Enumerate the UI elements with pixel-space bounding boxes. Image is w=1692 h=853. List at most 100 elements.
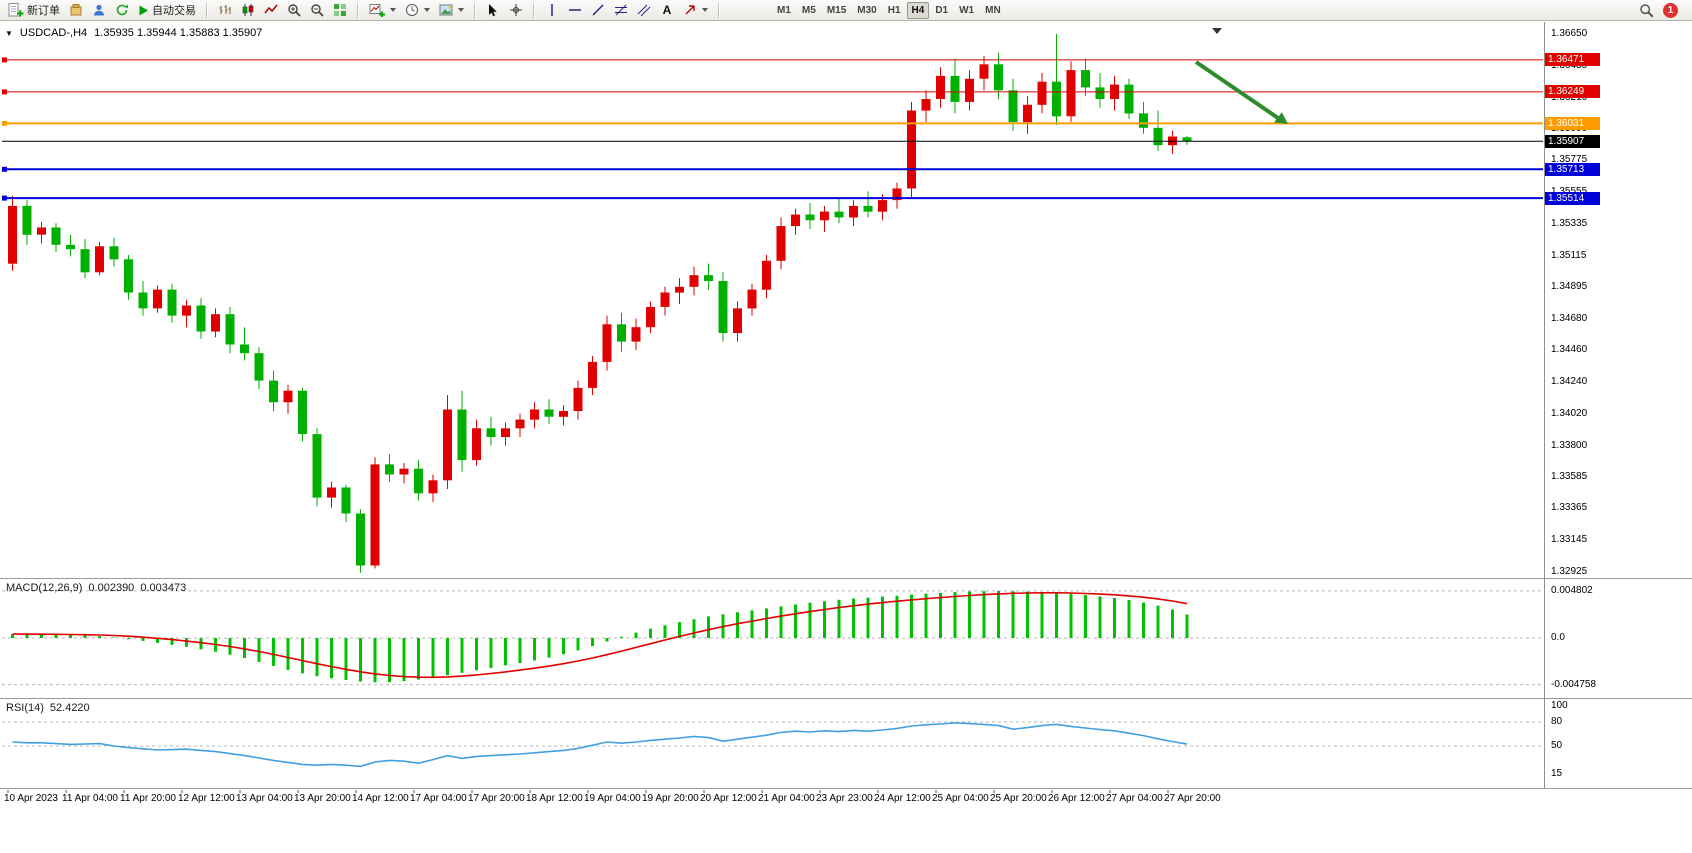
timeframe-button-m1[interactable]: M1 xyxy=(772,2,796,19)
hline-price-badge: 1.36249 xyxy=(1545,85,1600,99)
arrows-button[interactable] xyxy=(679,1,712,20)
chart-title: ▼ USDCAD-,H4 1.35935 1.35944 1.35883 1.3… xyxy=(5,27,262,39)
time-axis-label: 14 Apr 12:00 xyxy=(352,793,409,804)
search-button[interactable] xyxy=(1635,1,1658,20)
time-axis-label: 11 Apr 20:00 xyxy=(120,793,176,804)
timeframe-button-h1[interactable]: H1 xyxy=(883,2,906,19)
timeframe-button-m5[interactable]: M5 xyxy=(797,2,821,19)
bar-chart-button[interactable] xyxy=(214,1,236,20)
timeframe-button-d1[interactable]: D1 xyxy=(930,2,953,19)
chevron-down-icon xyxy=(424,8,430,12)
time-axis-label: 19 Apr 20:00 xyxy=(642,793,699,804)
crosshair-button[interactable] xyxy=(505,1,527,20)
template-icon xyxy=(439,4,453,16)
price-axis-label: 1.33365 xyxy=(1551,502,1588,514)
trendline-button[interactable] xyxy=(587,1,609,20)
time-axis-label: 11 Apr 04:00 xyxy=(62,793,118,804)
favorites-button[interactable] xyxy=(65,1,87,20)
support-resistance-lines[interactable] xyxy=(2,57,1543,201)
time-axis-label: 25 Apr 04:00 xyxy=(932,793,989,804)
hline-price-badge: 1.36471 xyxy=(1545,53,1600,67)
price-axis-label: 1.35115 xyxy=(1551,249,1587,261)
price-axis-label: 1.35775 xyxy=(1551,154,1588,166)
macd-name: MACD(12,26,9) xyxy=(6,582,83,594)
rsi-axis-label: 50 xyxy=(1551,740,1563,751)
rsi-value: 52.4220 xyxy=(49,702,90,714)
time-axis-label: 26 Apr 12:00 xyxy=(1048,793,1105,804)
rsi-axis-label: 80 xyxy=(1551,716,1563,727)
price-axis-label: 1.34460 xyxy=(1551,344,1588,356)
time-axis-label: 13 Apr 04:00 xyxy=(236,793,293,804)
time-axis-label: 13 Apr 20:00 xyxy=(294,793,351,804)
macd-axis-label: 0.004802 xyxy=(1551,584,1593,596)
arrow-tool-icon xyxy=(685,5,695,15)
timeframe-button-m15[interactable]: M15 xyxy=(822,2,851,19)
chart-frame xyxy=(0,22,1692,793)
hline-price-badge: 1.35514 xyxy=(1545,191,1600,205)
macd-label: MACD(12,26,9) 0.002390 0.003473 xyxy=(6,582,186,594)
notification-badge[interactable]: 1 xyxy=(1663,2,1678,18)
template-button[interactable] xyxy=(435,1,468,20)
toolbar-separator xyxy=(718,2,720,18)
cursor-button[interactable] xyxy=(482,1,504,20)
timeframe-button-w1[interactable]: W1 xyxy=(954,2,979,19)
zoom-out-button[interactable] xyxy=(306,1,328,20)
refresh-button[interactable] xyxy=(111,1,133,20)
auto-trading-label: 自动交易 xyxy=(152,5,196,17)
cursor-icon xyxy=(489,4,497,17)
zoom-out-icon xyxy=(311,4,324,17)
down-arrow-annotation[interactable] xyxy=(1194,60,1288,124)
zoom-in-button[interactable] xyxy=(283,1,305,20)
rsi-label: RSI(14) 52.4220 xyxy=(6,702,90,714)
period-selector-button[interactable] xyxy=(401,1,434,20)
chart-symbol-period: USDCAD-,H4 xyxy=(19,27,88,39)
macd-signal-value: 0.003473 xyxy=(140,582,187,594)
timeframe-button-mn[interactable]: MN xyxy=(980,2,1006,19)
macd-indicator xyxy=(11,591,1189,683)
text-tool-icon: A xyxy=(662,3,672,17)
new-order-button[interactable]: 新订单 xyxy=(4,1,64,20)
chart-shift-marker xyxy=(1212,28,1222,34)
vertical-line-button[interactable] xyxy=(541,1,563,20)
rsi-indicator xyxy=(12,721,1188,768)
ohlc-bars-icon xyxy=(219,5,231,14)
user-icon xyxy=(94,4,104,16)
time-axis-label: 17 Apr 20:00 xyxy=(468,793,525,804)
profile-button[interactable] xyxy=(88,1,110,20)
line-chart-icon xyxy=(264,4,278,14)
toolbar-separator xyxy=(474,2,476,18)
macd-signal-line xyxy=(12,591,1188,679)
candlestick-series xyxy=(8,34,1192,573)
crosshair-icon xyxy=(510,4,522,16)
channel-button[interactable] xyxy=(633,1,655,20)
indicator-gridlines xyxy=(2,590,1543,747)
chart-canvas[interactable] xyxy=(0,22,1692,853)
time-axis-label: 19 Apr 04:00 xyxy=(584,793,641,804)
horizontal-line-button[interactable] xyxy=(564,1,586,20)
time-axis-label: 24 Apr 12:00 xyxy=(874,793,931,804)
candlestick-chart-button[interactable] xyxy=(237,1,259,20)
time-axis-label: 21 Apr 04:00 xyxy=(758,793,815,804)
hline-price-badge: 1.36031 xyxy=(1545,116,1600,130)
timeframe-button-h4[interactable]: H4 xyxy=(906,1,930,19)
rsi-name: RSI(14) xyxy=(6,702,44,714)
candlestick-icon xyxy=(242,4,254,16)
text-button[interactable]: A xyxy=(656,1,678,20)
time-axis-label: 12 Apr 12:00 xyxy=(178,793,235,804)
new-chart-icon xyxy=(369,4,385,17)
refresh-icon xyxy=(116,4,128,16)
tile-windows-button[interactable] xyxy=(329,1,351,20)
rsi-axis-label: 100 xyxy=(1551,700,1568,711)
new-chart-button[interactable] xyxy=(365,1,400,20)
chart-menu-icon[interactable]: ▼ xyxy=(5,28,13,38)
timeframe-button-m30[interactable]: M30 xyxy=(852,2,881,19)
price-axis-label: 1.33585 xyxy=(1551,470,1588,482)
fibonacci-button[interactable] xyxy=(610,1,632,20)
toolbar-separator xyxy=(533,2,535,18)
line-chart-button[interactable] xyxy=(260,1,282,20)
chart-window[interactable]: ▼ USDCAD-,H4 1.35935 1.35944 1.35883 1.3… xyxy=(0,22,1692,853)
hline-price-badge: 1.35713 xyxy=(1545,162,1600,176)
new-order-icon xyxy=(8,3,24,17)
toolbar-separator xyxy=(357,2,359,18)
auto-trading-button[interactable]: 自动交易 xyxy=(134,1,200,20)
